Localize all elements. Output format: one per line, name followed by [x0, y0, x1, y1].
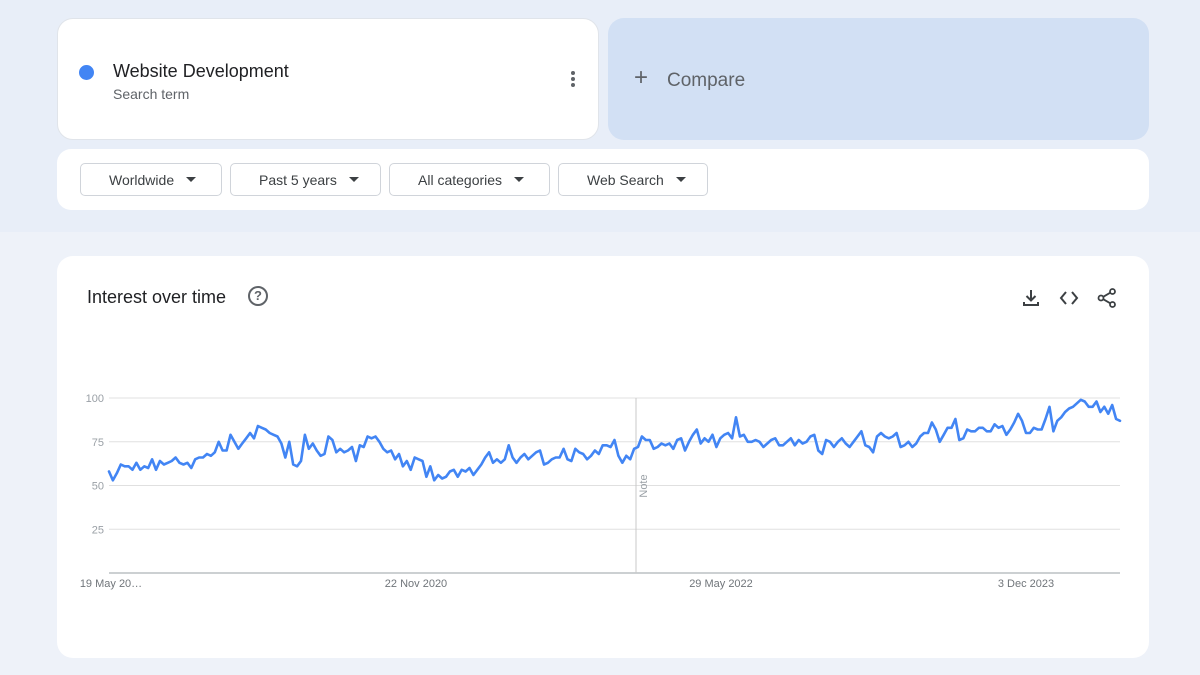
category-filter-label: All categories	[418, 171, 503, 188]
dropdown-arrow-icon	[186, 177, 197, 182]
y-tick-label: 100	[86, 393, 104, 405]
x-tick-label: 22 Nov 2020	[385, 578, 447, 590]
region-filter-dropdown[interactable]: Worldwide	[80, 163, 222, 196]
x-tick-label: 19 May 20…	[80, 578, 142, 590]
time-range-filter-label: Past 5 years	[259, 171, 337, 188]
share-icon[interactable]	[1096, 287, 1118, 309]
card-title: Interest over time	[87, 287, 227, 307]
note-label: Note	[638, 474, 650, 497]
plus-icon: +	[634, 64, 649, 91]
search-term-card[interactable]: Website Development Search term	[57, 18, 599, 140]
series-line	[107, 398, 1122, 482]
x-tick-label: 29 May 2022	[689, 578, 753, 590]
help-icon[interactable]: ?	[248, 286, 268, 306]
search-term-type: Search term	[113, 86, 190, 102]
time-range-filter-dropdown[interactable]: Past 5 years	[230, 163, 381, 196]
dropdown-arrow-icon	[675, 177, 686, 182]
more-options-icon[interactable]	[564, 69, 582, 91]
search-type-filter-dropdown[interactable]: Web Search	[558, 163, 708, 196]
category-filter-dropdown[interactable]: All categories	[389, 163, 550, 196]
y-tick-label: 25	[92, 524, 104, 536]
series-color-dot	[79, 65, 94, 80]
search-term-name: Website Development	[113, 61, 289, 81]
x-tick-label: 3 Dec 2023	[998, 578, 1054, 590]
embed-code-icon[interactable]	[1058, 287, 1080, 309]
compare-button[interactable]: + Compare	[608, 18, 1149, 140]
dropdown-arrow-icon	[514, 177, 525, 182]
filter-bar: Worldwide Past 5 years All categories We…	[57, 149, 1149, 210]
download-icon[interactable]	[1020, 287, 1042, 309]
search-type-filter-label: Web Search	[587, 171, 664, 188]
interest-over-time-card: Interest over time ?	[57, 256, 1149, 658]
dropdown-arrow-icon	[348, 177, 359, 182]
region-filter-label: Worldwide	[109, 171, 175, 188]
compare-label: Compare	[667, 70, 746, 91]
y-tick-label: 50	[92, 481, 104, 493]
y-tick-label: 75	[92, 437, 104, 449]
